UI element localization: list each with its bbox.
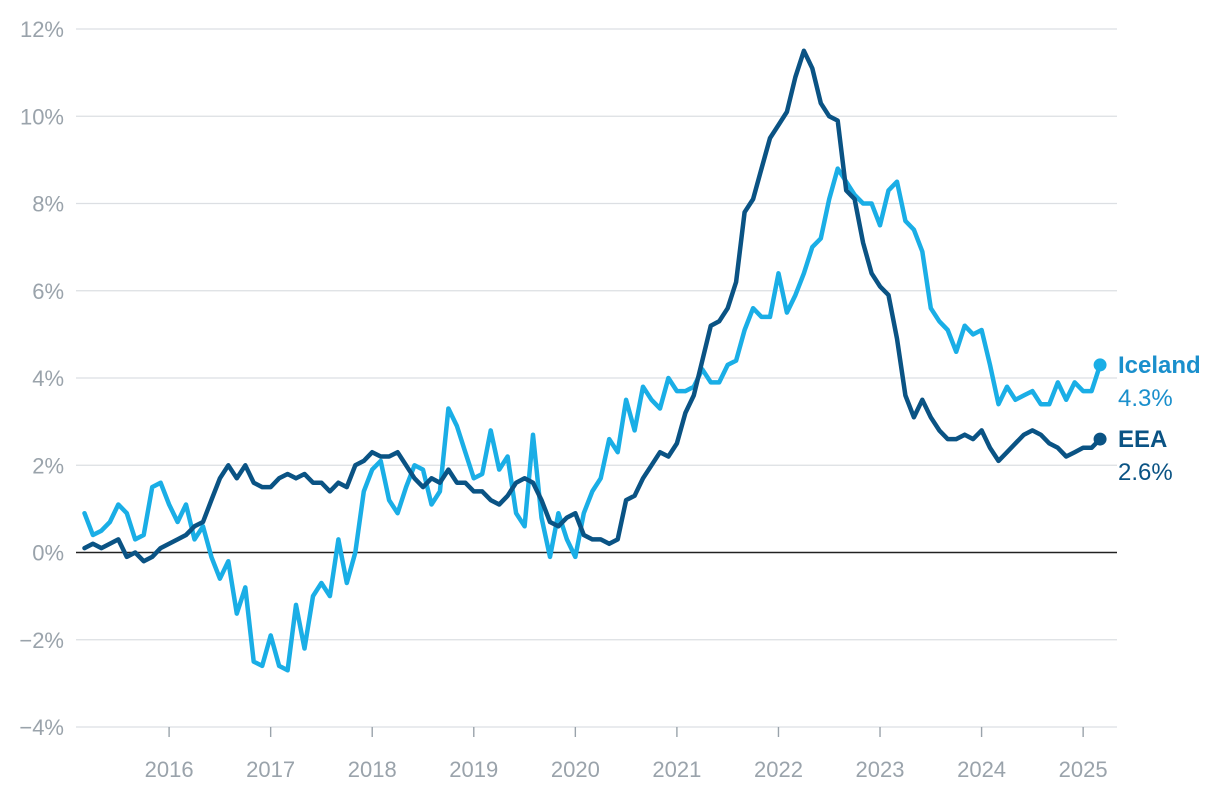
- end-point-iceland: [1093, 358, 1107, 372]
- x-axis: 2016 2017 2018 2019 2020 2021 2022 2023 2024 2025: [145, 727, 1108, 782]
- x-tick-label: 2021: [652, 757, 701, 782]
- gridlines: [76, 28, 1117, 728]
- end-point-eea: [1093, 432, 1107, 446]
- x-tick-label: 2019: [449, 757, 498, 782]
- x-tick-label: 2022: [754, 757, 803, 782]
- y-tick-label: 8%: [32, 192, 64, 217]
- series-label-iceland: Iceland: [1118, 352, 1201, 379]
- x-tick-label: 2023: [856, 757, 905, 782]
- x-tick-label: 2018: [348, 757, 397, 782]
- x-tick-label: 2025: [1059, 757, 1108, 782]
- series-lines: [82, 48, 1107, 673]
- x-tick-label: 2017: [246, 757, 295, 782]
- series-line-eea: [82, 48, 1103, 564]
- y-tick-label: −2%: [19, 628, 64, 653]
- y-tick-label: 0%: [32, 541, 64, 566]
- series-value-iceland: 4.3%: [1118, 385, 1173, 412]
- y-tick-label: 4%: [32, 366, 64, 391]
- y-tick-label: 10%: [20, 104, 64, 129]
- x-tick-label: 2024: [957, 757, 1006, 782]
- series-line-iceland: [82, 166, 1103, 673]
- y-tick-label: 6%: [32, 279, 64, 304]
- series-value-eea: 2.6%: [1118, 459, 1173, 486]
- y-tick-label: 12%: [20, 17, 64, 42]
- x-tick-label: 2016: [145, 757, 194, 782]
- end-labels: Iceland 4.3% EEA 2.6%: [1118, 352, 1201, 486]
- y-tick-label: 2%: [32, 453, 64, 478]
- y-tick-label: −4%: [19, 715, 64, 740]
- y-axis: −4% −2% 0% 2% 4% 6% 8% 10% 12%: [19, 17, 64, 740]
- x-tick-label: 2020: [551, 757, 600, 782]
- series-label-eea: EEA: [1118, 426, 1167, 453]
